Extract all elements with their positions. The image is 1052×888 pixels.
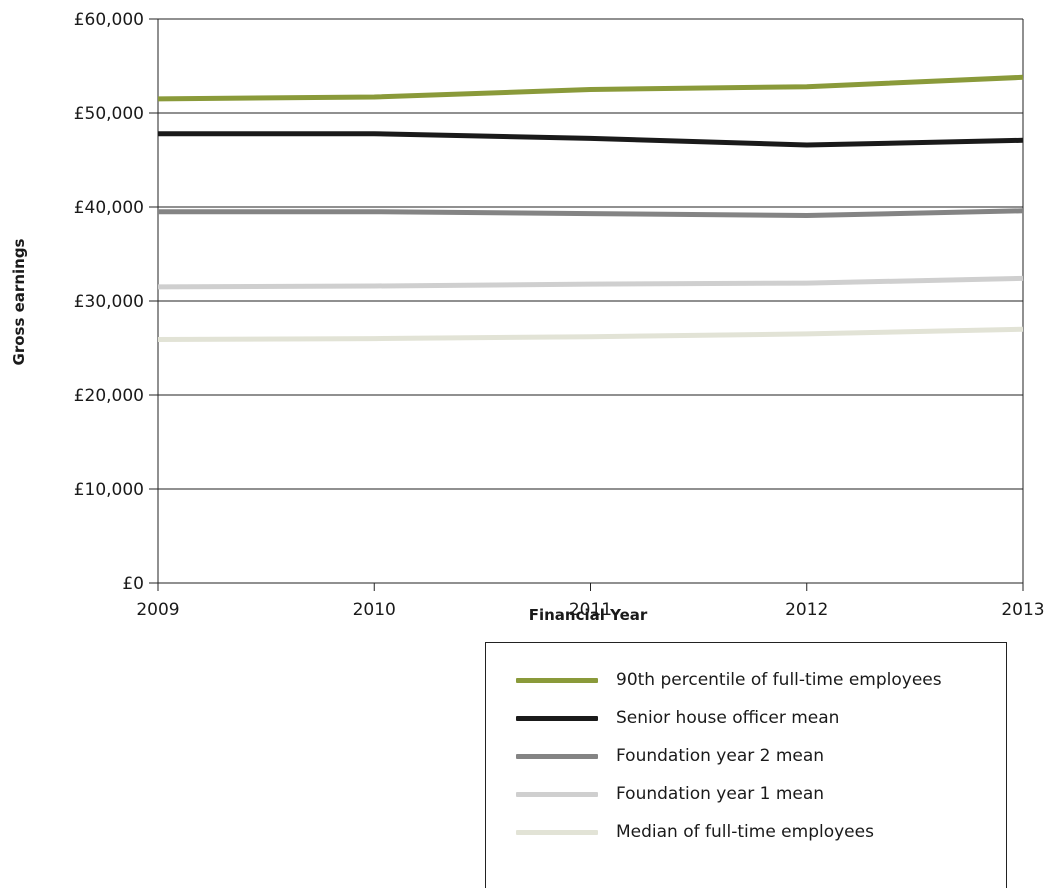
x-axis-title: Financial Year (529, 606, 648, 624)
legend-item: Median of full-time employees (516, 817, 874, 847)
y-tick-labels: £0 £10,000 £20,000 £30,000 £40,000 £50,000 £60… (74, 10, 144, 594)
y-tick-label: £30,000 (74, 292, 144, 312)
y-tick-label: £50,000 (74, 104, 144, 124)
x-tick-label: 2011 (569, 600, 612, 620)
series-line (157, 275, 1024, 290)
legend-label: Foundation year 1 mean (616, 784, 825, 804)
legend-item: 90th percentile of full-time employees (516, 665, 942, 695)
y-tick-label: £0 (122, 574, 144, 594)
x-tick-labels: 2009 2010 2011 2012 2013 (136, 600, 1044, 620)
y-tick-label: £10,000 (74, 480, 144, 500)
series-line (157, 326, 1024, 342)
legend: 90th percentile of full-time employees Se… (485, 642, 1007, 888)
legend-label: Senior house officer mean (616, 708, 840, 728)
legend-label: 90th percentile of full-time employees (616, 670, 942, 690)
axes (149, 18, 1024, 591)
legend-item: Foundation year 2 mean (516, 741, 824, 771)
legend-label: Foundation year 2 mean (616, 746, 825, 766)
legend-item: Senior house officer mean (516, 703, 839, 733)
grid-lines (158, 18, 1023, 490)
legend-item: Foundation year 1 mean (516, 779, 824, 809)
y-axis-title: Gross earnings (10, 238, 28, 365)
y-tick-label: £60,000 (74, 10, 144, 30)
series-lines (157, 74, 1024, 342)
y-tick-label: £40,000 (74, 198, 144, 218)
x-tick-label: 2013 (1001, 600, 1044, 620)
y-tick-label: £20,000 (74, 386, 144, 406)
series-line (157, 74, 1024, 102)
x-tick-label: 2012 (785, 600, 828, 620)
series-line (158, 131, 1024, 148)
x-tick-label: 2010 (353, 600, 396, 620)
legend-swatch (516, 677, 598, 683)
line-chart: £0 £10,000 £20,000 £30,000 £40,000 £50,000 £60… (10, 10, 1045, 624)
series-line (158, 208, 1024, 218)
legend-swatch (516, 829, 598, 835)
legend-swatch (516, 753, 598, 759)
legend-label: Median of full-time employees (616, 822, 874, 842)
x-tick-label: 2009 (136, 600, 179, 620)
legend-swatch (516, 791, 598, 797)
legend-swatch (516, 715, 598, 721)
